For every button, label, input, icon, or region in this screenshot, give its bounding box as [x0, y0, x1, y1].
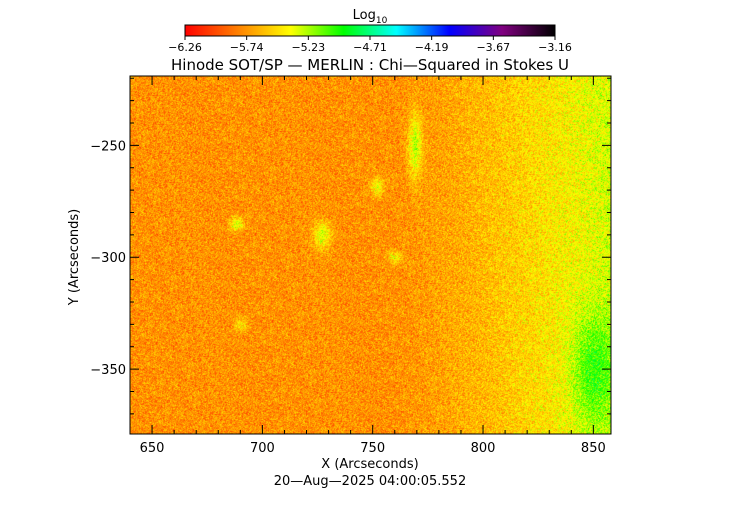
colorbar-tick-label: −3.67	[476, 41, 510, 54]
x-tick-label: 800	[471, 441, 496, 456]
timestamp: 20—Aug—2025 04:00:05.552	[274, 474, 466, 489]
y-tick-label: −250	[90, 139, 126, 154]
x-tick-label: 850	[581, 441, 606, 456]
colorbar-label: Log10	[353, 8, 388, 26]
y-axis-label: Y (Arcseconds)	[67, 209, 82, 306]
colorbar-tick-label: −5.74	[230, 41, 264, 54]
x-tick-label: 650	[140, 441, 165, 456]
chart-title: Hinode SOT/SP — MERLIN : Chi—Squared in …	[171, 56, 569, 74]
y-tick-label: −350	[90, 363, 126, 378]
colorbar-ticks: −6.26 −5.74 −5.23 −4.71 −4.19 −3.67 −3.16	[168, 36, 572, 54]
x-axis-ticks: 650 700 750 800 850	[129, 76, 606, 456]
heatmap-image	[130, 76, 611, 434]
y-axis-ticks: −250 −300 −350	[90, 77, 611, 415]
x-tick-label: 700	[250, 441, 275, 456]
colorbar-tick-label: −5.23	[291, 41, 325, 54]
colorbar-tick-label: −4.19	[415, 41, 449, 54]
plot-frame	[129, 75, 612, 435]
colorbar-tick-label: −3.16	[538, 41, 572, 54]
colorbar-tick-label: −4.71	[353, 41, 387, 54]
x-tick-label: 750	[360, 441, 385, 456]
colorbar-gradient	[184, 24, 556, 37]
colorbar-label-base: Log	[353, 8, 376, 23]
colorbar-tick-label: −6.26	[168, 41, 202, 54]
colorbar-label-subscript: 10	[376, 16, 388, 26]
colorbar: Log10 −6.26 −5.74 −5.23 −4.71 −4.19 −3.67 −3.1…	[168, 8, 572, 54]
y-tick-label: −300	[90, 251, 126, 266]
x-axis-label: X (Arcseconds)	[321, 457, 418, 472]
plot-area: 650 700 750 800 850 −250 −300 −350	[90, 75, 612, 456]
